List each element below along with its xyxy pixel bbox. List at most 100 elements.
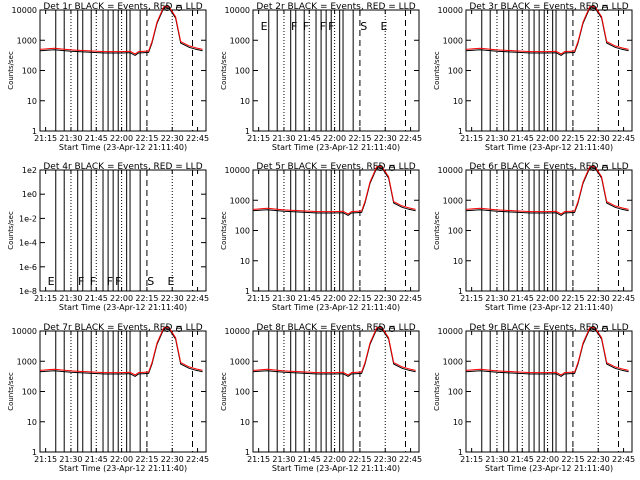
x-tick-label: 22:30	[374, 134, 397, 143]
x-tick-label: 22:15	[348, 455, 371, 464]
x-tick-label: 22:00	[323, 294, 346, 303]
series-lld-line	[39, 327, 203, 376]
x-tick-label: 22:45	[399, 134, 422, 143]
plot-frame	[465, 9, 633, 132]
x-tick-label: 22:30	[161, 455, 184, 464]
x-tick-label: 21:30	[272, 294, 295, 303]
y-tick-label: 10000	[225, 6, 250, 15]
panel-7: Det 7r BLACK = Events, RED = LLD 21:15 21:…	[7, 323, 209, 473]
y-tick-label: 100	[235, 227, 250, 236]
y-axis-label: Counts/sec	[220, 211, 228, 250]
x-tick-label: 21:15	[34, 134, 57, 143]
peak-marker	[590, 165, 597, 171]
series-lld-line	[252, 327, 416, 376]
x-tick-label: 21:45	[511, 455, 534, 464]
x-tick-label: 21:30	[485, 294, 508, 303]
event-letter: F	[115, 275, 121, 288]
plot-frame	[39, 330, 207, 453]
panel-title: Det 4r BLACK = Events, RED = LLD	[43, 162, 202, 172]
x-tick-label: 22:15	[348, 134, 371, 143]
peak-marker	[175, 5, 182, 11]
y-tick-label: 1000	[17, 36, 37, 45]
series-events-line	[39, 328, 203, 377]
series-events-line	[465, 167, 629, 216]
x-tick-label: 22:15	[561, 134, 584, 143]
x-tick-label: 22:30	[587, 134, 610, 143]
panel-9: Det 9r BLACK = Events, RED = LLD 21:15 21:…	[433, 323, 635, 473]
panel-title: Det 3r BLACK = Events, RED = LLD	[469, 2, 628, 12]
y-tick-label: 1	[245, 287, 250, 296]
x-tick-label: 21:15	[460, 134, 483, 143]
y-tick-label: 1e-6	[19, 263, 37, 272]
panel-title: Det 6r BLACK = Events, RED = LLD	[469, 162, 628, 172]
x-tick-label: 22:45	[399, 294, 422, 303]
x-tick-label: 21:15	[460, 455, 483, 464]
event-letter: F	[328, 20, 334, 33]
x-tick-label: 21:30	[59, 294, 82, 303]
y-tick-label: 100	[22, 388, 37, 397]
panel-3: Det 3r BLACK = Events, RED = LLD 21:15 21:…	[433, 2, 635, 152]
x-tick-label: 21:15	[34, 294, 57, 303]
series-events-line	[465, 7, 629, 56]
x-tick-label: 21:15	[34, 455, 57, 464]
panel-title: Det 7r BLACK = Events, RED = LLD	[43, 323, 202, 333]
x-tick-label: 22:00	[536, 455, 559, 464]
plot-frame	[39, 169, 207, 292]
y-tick-label: 100	[448, 388, 463, 397]
y-tick-label: 10	[453, 97, 463, 106]
y-tick-label: 100	[448, 227, 463, 236]
series-lld-line	[465, 327, 629, 376]
y-tick-label: 1	[245, 448, 250, 457]
x-tick-label: 21:45	[85, 294, 108, 303]
x-tick-label: 21:15	[460, 294, 483, 303]
x-tick-label: 22:45	[612, 455, 635, 464]
x-tick-label: 22:00	[536, 294, 559, 303]
event-letter: F	[78, 275, 84, 288]
panel-title: Det 8r BLACK = Events, RED = LLD	[256, 323, 415, 333]
y-tick-label: 10	[240, 97, 250, 106]
event-letter: F	[303, 20, 309, 33]
panel-title: Det 9r BLACK = Events, RED = LLD	[469, 323, 628, 333]
panel-title: Det 2r BLACK = Events, RED = LLD	[256, 2, 415, 12]
x-axis-label: Start Time (23-Apr-12 21:11:40)	[59, 143, 187, 152]
event-letter: E	[167, 275, 174, 288]
y-tick-label: 1000	[443, 357, 463, 366]
panel-1: Det 1r BLACK = Events, RED = LLD 21:15 21:…	[7, 2, 209, 152]
peak-marker	[164, 326, 171, 332]
x-tick-label: 21:45	[85, 455, 108, 464]
plot-frame	[39, 9, 207, 132]
y-axis-label: Counts/sec	[7, 51, 15, 90]
event-letter: S	[360, 20, 367, 33]
x-tick-label: 21:45	[511, 294, 534, 303]
x-tick-label: 21:45	[298, 134, 321, 143]
event-letter: S	[147, 275, 154, 288]
x-tick-label: 22:00	[323, 455, 346, 464]
peak-marker	[601, 5, 608, 11]
peak-marker	[388, 165, 395, 171]
x-tick-label: 22:30	[161, 294, 184, 303]
x-tick-label: 21:45	[298, 294, 321, 303]
x-tick-label: 21:45	[85, 134, 108, 143]
event-letter: F	[291, 20, 297, 33]
panel-title: Det 1r BLACK = Events, RED = LLD	[43, 2, 202, 12]
x-tick-label: 22:45	[186, 134, 209, 143]
y-tick-label: 1	[32, 127, 37, 136]
y-tick-label: 1	[458, 127, 463, 136]
x-tick-label: 22:45	[612, 294, 635, 303]
x-axis-label: Start Time (23-Apr-12 21:11:40)	[272, 143, 400, 152]
x-axis-label: Start Time (23-Apr-12 21:11:40)	[59, 303, 187, 312]
x-tick-label: 22:30	[587, 455, 610, 464]
x-tick-label: 21:45	[511, 134, 534, 143]
series-events-line	[252, 167, 416, 216]
x-axis-label: Start Time (23-Apr-12 21:11:40)	[272, 303, 400, 312]
y-tick-label: 10000	[438, 166, 463, 175]
event-letter: E	[261, 20, 268, 33]
y-tick-label: 1e2	[22, 166, 37, 175]
y-tick-label: 1	[458, 448, 463, 457]
y-axis-label: Counts/sec	[220, 372, 228, 411]
y-axis-label: Counts/sec	[220, 51, 228, 90]
